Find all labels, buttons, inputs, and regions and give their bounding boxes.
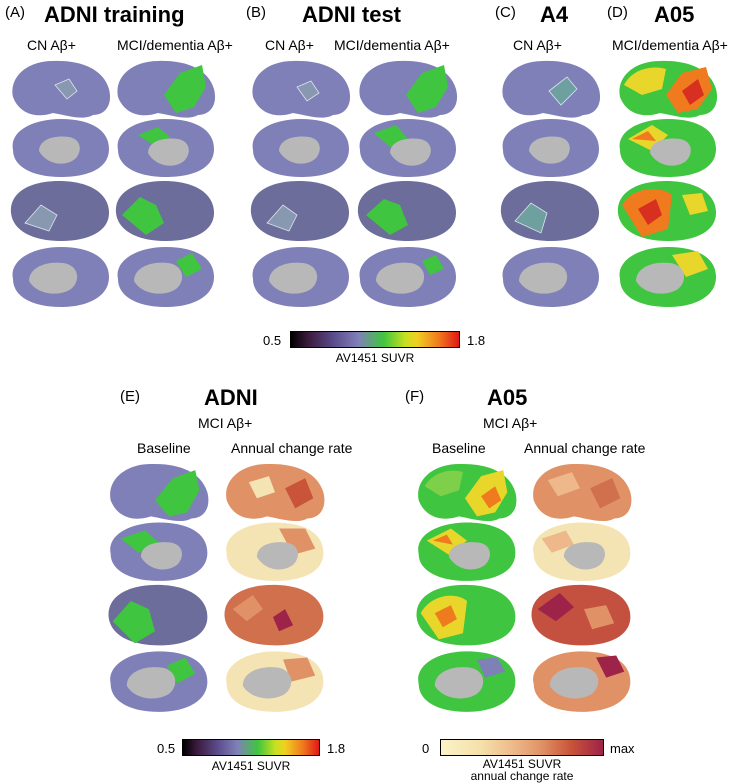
panel-a-letter: (A) <box>5 4 25 21</box>
panel-a-sub-cn: CN Aβ+ <box>27 37 76 53</box>
panel-c-title: A4 <box>540 2 569 27</box>
panel-d-sub-mci: MCI/dementia Aβ+ <box>612 37 728 53</box>
panel-b-sub-mci: MCI/dementia Aβ+ <box>334 37 450 53</box>
panel-b-sub-cn: CN Aβ+ <box>265 37 314 53</box>
colorbar-top-min: 0.5 <box>263 333 282 348</box>
panel-e-sub-change: Annual change rate <box>231 440 353 456</box>
colorbar-bottom-min: 0.5 <box>157 741 176 756</box>
panel-e-title: ADNI <box>204 385 258 410</box>
brain-panel-f-change <box>531 463 632 712</box>
colorbar-bottom-label: AV1451 SUVR <box>211 759 291 773</box>
panel-f-title: A05 <box>487 385 528 410</box>
panel-e-letter: (E) <box>120 388 140 405</box>
colorbar-top-label: AV1451 SUVR <box>335 351 415 365</box>
panel-e-group: MCI Aβ+ <box>198 415 253 431</box>
panel-b-letter: (B) <box>246 4 266 21</box>
panel-d-letter: (D) <box>607 4 628 21</box>
colorbar-change-label-2: annual change rate <box>470 769 574 783</box>
colorbar-top <box>290 331 460 348</box>
colorbar-bottom <box>182 739 320 756</box>
brain-panel-a-mci <box>115 60 216 307</box>
colorbar-change-label-1: AV1451 SUVR <box>482 757 562 771</box>
brain-panel-e-baseline <box>108 463 209 712</box>
panel-f-letter: (F) <box>405 388 425 405</box>
brain-panel-b-mci <box>357 60 458 307</box>
brain-panel-a-cn <box>10 60 111 307</box>
brain-panel-d-mci <box>617 60 718 307</box>
panel-d-title: A05 <box>654 2 695 27</box>
panel-f-sub-baseline: Baseline <box>432 440 486 456</box>
panel-f-group: MCI Aβ+ <box>483 415 538 431</box>
colorbar-change-max: max <box>610 741 635 756</box>
colorbar-top-max: 1.8 <box>467 333 486 348</box>
panel-a-sub-mci: MCI/dementia Aβ+ <box>117 37 233 53</box>
panel-a-title: ADNI training <box>44 2 185 27</box>
panel-c-sub-cn: CN Aβ+ <box>513 37 562 53</box>
brain-panel-c-cn <box>500 60 601 307</box>
panel-f-sub-change: Annual change rate <box>524 440 646 456</box>
brain-panel-f-baseline <box>416 463 517 712</box>
colorbar-change <box>440 739 604 756</box>
brain-panel-b-cn <box>250 60 351 307</box>
colorbar-change-min: 0 <box>422 741 430 756</box>
panel-e-sub-baseline: Baseline <box>137 440 191 456</box>
colorbar-bottom-max: 1.8 <box>327 741 346 756</box>
brain-panel-e-change <box>224 463 325 712</box>
panel-b-title: ADNI test <box>302 2 402 27</box>
panel-c-letter: (C) <box>495 4 516 21</box>
